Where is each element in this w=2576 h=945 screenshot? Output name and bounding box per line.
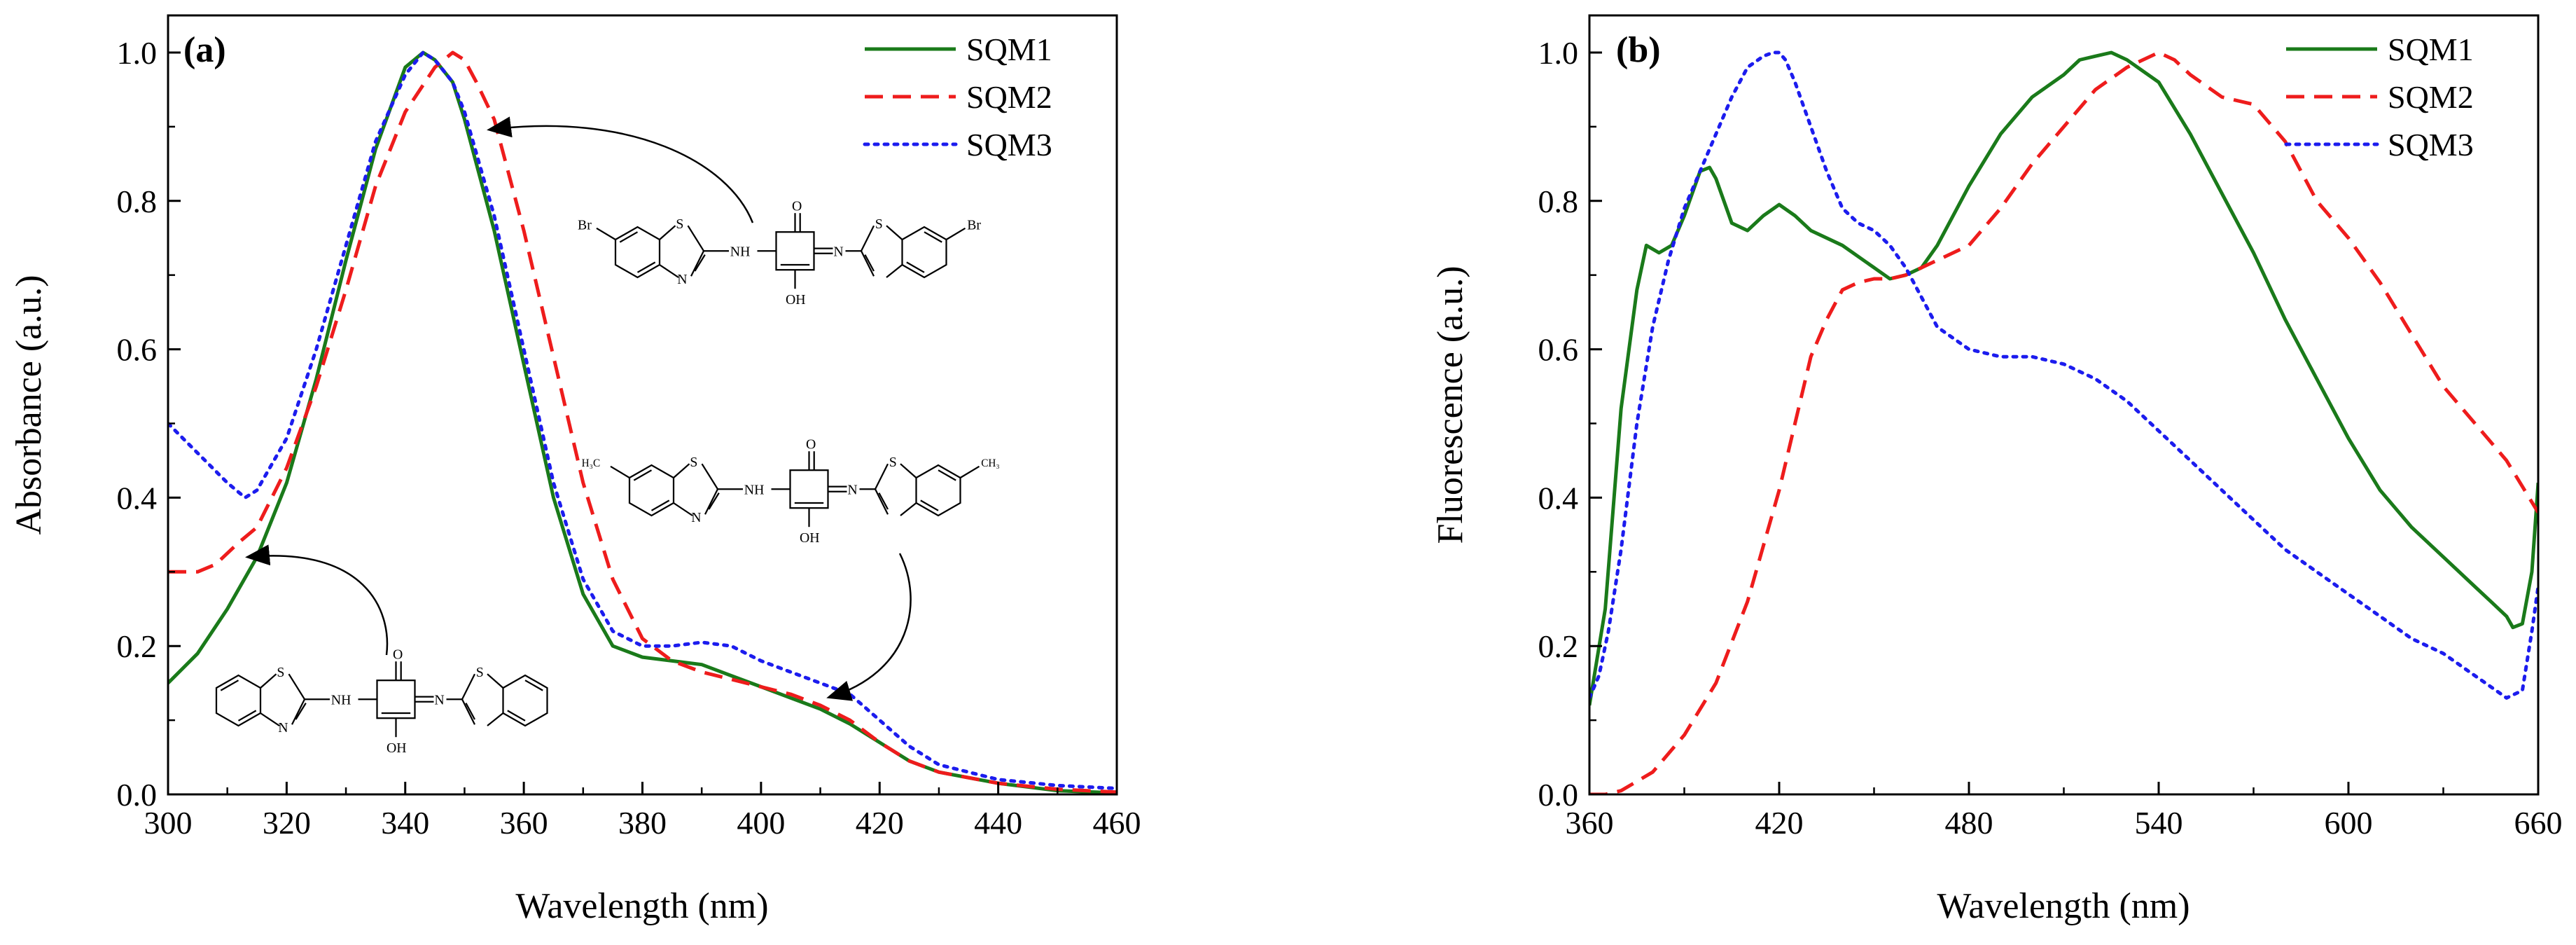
panel-b-x-tick-label: 420: [1755, 805, 1804, 841]
struct2-label-oh: OH: [800, 530, 820, 546]
structure-sqm1-unsubstituted: [215, 661, 548, 738]
panel-b-y-tick-label: 0.0: [1538, 777, 1579, 813]
panel-a-x-tick-label: 440: [974, 805, 1022, 841]
arrow-structure3-to-sqm1: [245, 544, 389, 656]
arrow-structure2-to-sqm3: [826, 553, 912, 701]
panel-a-x-tick-label: 420: [856, 805, 904, 841]
struct3-label-nh: NH: [331, 692, 351, 708]
panel-a-x-axis-title: Wavelength (nm): [515, 886, 768, 926]
struct3-label-o: O: [393, 647, 403, 663]
panel-a-y-tick-label: 0.6: [117, 332, 158, 368]
panel-a-x-tick-label: 400: [737, 805, 785, 841]
panel-a-x-tick-label: 340: [381, 805, 429, 841]
panel-a-series-sqm1-line: [168, 50, 1117, 794]
struct3-label-s-left: S: [277, 665, 284, 680]
panel-a-y-tick-label: 1.0: [117, 35, 158, 71]
panel-b-y-tick-label: 0.2: [1538, 628, 1579, 664]
struct1-label-n-right: N: [833, 244, 843, 259]
panel-b-fluorescence-chart: 360 420 480 540 600 660 0.0 0.2 0.4 0.6 0.8 1.0 (b)…: [1430, 14, 2563, 926]
panel-b-y-tick-label: 0.8: [1538, 184, 1579, 219]
panel-a-label: (a): [183, 30, 226, 70]
panel-a-legend-label-sqm2: SQM2: [966, 79, 1052, 115]
structure-sqm3-brominated: [596, 213, 966, 289]
panel-a-y-tick-label: 0.4: [117, 480, 158, 516]
panel-a-series-sqm3-line: [168, 50, 1117, 790]
struct1-label-br-right: Br: [967, 218, 981, 233]
structure-sqm2-methylated: [610, 451, 980, 527]
struct3-label-n-left: N: [278, 720, 288, 736]
struct2-label-s-right: S: [889, 455, 897, 470]
panel-b-x-tick-label: 660: [2514, 805, 2563, 841]
panel-a-x-tick-label: 460: [1093, 805, 1141, 841]
panel-b-x-axis-title: Wavelength (nm): [1937, 886, 2189, 926]
panel-b-legend-label-sqm2: SQM2: [2388, 79, 2474, 115]
panel-a-y-axis-title: Absorbance (a.u.): [9, 275, 49, 534]
struct1-label-s-right: S: [875, 216, 883, 232]
panel-a-x-tick-label: 360: [500, 805, 548, 841]
panel-b-legend-label-sqm3: SQM3: [2388, 127, 2474, 163]
struct1-label-nh: NH: [730, 244, 751, 259]
panel-b-x-tick-label: 600: [2325, 805, 2373, 841]
struct3-label-n-right: N: [434, 692, 444, 708]
panel-b-x-tick-label: 480: [1945, 805, 1993, 841]
struct1-label-o: O: [792, 199, 802, 214]
panel-b-series-sqm3-line: [1589, 50, 2538, 700]
panel-b-x-tick-label: 540: [2135, 805, 2183, 841]
panel-a-y-tick-label: 0.8: [117, 184, 158, 219]
panel-a-x-tick-label: 320: [263, 805, 311, 841]
panel-a-y-tick-label: 0.0: [117, 777, 158, 813]
struct1-label-n-left: N: [677, 272, 687, 287]
panel-b-legend-label-sqm1: SQM1: [2388, 32, 2474, 67]
panel-a-x-tick-label: 380: [618, 805, 667, 841]
panel-a-x-tick-label: 300: [144, 805, 193, 841]
panel-b-y-tick-label: 0.4: [1538, 480, 1579, 516]
panel-b-series-sqm2-line: [1589, 50, 2538, 794]
struct2-label-ch3: CH₃: [981, 457, 1000, 469]
struct2-label-s-left: S: [690, 455, 697, 470]
struct2-label-nh: NH: [744, 482, 765, 497]
struct2-label-n-left: N: [691, 510, 701, 525]
panel-a-y-tick-label: 0.2: [117, 628, 158, 664]
panel-b-x-tick-label: 360: [1566, 805, 1614, 841]
panel-a-absorbance-chart: 300 320 340 360 380 400 420 440 460 0.0 0.2 0.4 0.6 0…: [9, 14, 1141, 926]
arrow-structure1-to-sqm2: [487, 116, 754, 223]
struct3-label-oh: OH: [387, 740, 407, 756]
struct1-label-oh: OH: [786, 292, 806, 308]
panel-b-y-tick-label: 1.0: [1538, 35, 1579, 71]
panel-b-label: (b): [1616, 30, 1661, 70]
struct2-label-h3c: H₃C: [582, 457, 601, 469]
panel-a-legend-label-sqm3: SQM3: [966, 127, 1052, 163]
panel-a-legend-label-sqm1: SQM1: [966, 32, 1052, 67]
struct1-label-br-left: Br: [578, 218, 592, 233]
panel-a-series-sqm2-line: [168, 50, 1117, 794]
panel-b-y-axis-title: Fluorescence (a.u.): [1430, 265, 1470, 544]
struct2-label-n-right: N: [847, 482, 857, 497]
struct1-label-s-left: S: [676, 216, 683, 232]
struct2-label-o: O: [806, 437, 816, 453]
panel-b-y-tick-label: 0.6: [1538, 332, 1579, 368]
struct3-label-s-right: S: [476, 665, 484, 680]
